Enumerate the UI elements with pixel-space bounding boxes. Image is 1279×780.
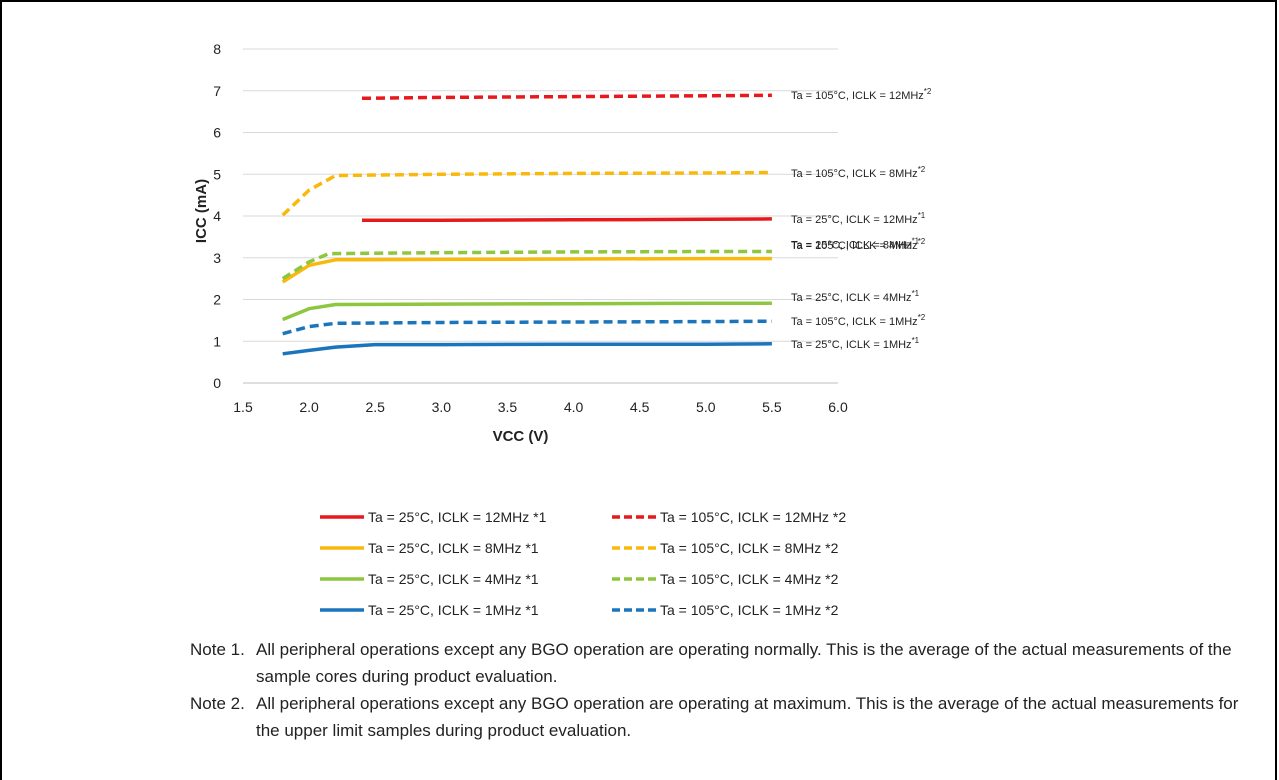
legend-row: Ta = 25°C, ICLK = 1MHz *1 Ta = 105°C, IC… <box>318 594 938 625</box>
y-tick-label: 4 <box>213 208 221 224</box>
series-line <box>361 93 772 101</box>
legend-label: Ta = 105°C, ICLK = 8MHz *2 <box>660 539 839 556</box>
note-1: Note 1. All peripheral operations except… <box>190 636 1250 690</box>
legend-item-105c-4mhz: Ta = 105°C, ICLK = 4MHz *2 <box>610 571 930 587</box>
legend-swatch-solid-yellow <box>320 545 364 550</box>
series-end-label: Ta = 25°C, ICLK = 12MHz*1 <box>791 211 926 226</box>
note-text: All peripheral operations except any BGO… <box>256 640 1232 686</box>
y-tick-label: 8 <box>213 41 221 57</box>
x-axis-label: VCC (V) <box>493 428 549 445</box>
legend-label: Ta = 105°C, ICLK = 4MHz *2 <box>660 570 839 587</box>
legend-item-25c-8mhz: Ta = 25°C, ICLK = 8MHz *1 <box>318 540 610 556</box>
legend-row: Ta = 25°C, ICLK = 12MHz *1 Ta = 105°C, I… <box>318 501 938 532</box>
note-2: Note 2. All peripheral operations except… <box>190 690 1250 744</box>
series-line <box>281 256 772 284</box>
series-line <box>362 217 772 222</box>
x-tick-label: 1.5 <box>233 399 253 415</box>
series-end-label: Ta = 25°C, ICLK = 8MHz*1 <box>791 236 920 251</box>
legend-swatch-solid-red <box>320 514 364 519</box>
series-end-label: Ta = 105°C, ICLK = 8MHz*2 <box>791 165 926 180</box>
legend-swatch-dashed-red <box>612 514 656 519</box>
legend-item-25c-4mhz: Ta = 25°C, ICLK = 4MHz *1 <box>318 571 610 587</box>
legend-swatch-dashed-blue <box>612 607 656 612</box>
legend-row: Ta = 25°C, ICLK = 4MHz *1 Ta = 105°C, IC… <box>318 563 938 594</box>
y-tick-label: 2 <box>213 292 221 308</box>
series-line <box>281 249 772 281</box>
x-tick-label: 4.5 <box>630 399 650 415</box>
series-line <box>282 319 772 336</box>
y-axis-label: ICC (mA) <box>193 179 210 243</box>
note-text: All peripheral operations except any BGO… <box>256 694 1239 740</box>
x-tick-label: 4.0 <box>564 399 584 415</box>
chart-legend: Ta = 25°C, ICLK = 12MHz *1 Ta = 105°C, I… <box>318 501 938 625</box>
legend-label: Ta = 25°C, ICLK = 4MHz *1 <box>368 570 539 587</box>
legend-row: Ta = 25°C, ICLK = 8MHz *1 Ta = 105°C, IC… <box>318 532 938 563</box>
x-tick-label: 2.5 <box>365 399 385 415</box>
series-end-label: Ta = 25°C, ICLK = 1MHz*1 <box>791 336 920 351</box>
legend-swatch-dashed-yellow <box>612 545 656 550</box>
series-line <box>281 170 772 217</box>
legend-label: Ta = 105°C, ICLK = 12MHz *2 <box>660 508 847 525</box>
series-line <box>282 301 772 322</box>
x-tick-label: 3.0 <box>432 399 452 415</box>
figure-notes: Note 1. All peripheral operations except… <box>190 636 1250 744</box>
x-tick-label: 5.0 <box>696 399 716 415</box>
series-end-label: Ta = 25°C, ICLK = 4MHz*1 <box>791 289 920 304</box>
y-tick-label: 0 <box>213 375 221 391</box>
icc-vcc-chart: 0 1 2 3 4 5 6 7 8 1.5 2.0 2.5 3.0 3.5 4.0 4.5 5.0 5.5 6.0 V… <box>193 41 932 445</box>
series-end-label: Ta = 105°C, ICLK = 1MHz*2 <box>791 313 926 328</box>
legend-label: Ta = 25°C, ICLK = 8MHz *1 <box>368 539 539 556</box>
note-label: Note 1. <box>190 640 245 659</box>
legend-item-105c-1mhz: Ta = 105°C, ICLK = 1MHz *2 <box>610 602 930 618</box>
series-end-label: Ta = 105°C, ICLK = 4MHz*2 <box>791 237 926 252</box>
legend-swatch-solid-green <box>320 576 364 581</box>
legend-label: Ta = 25°C, ICLK = 12MHz *1 <box>368 508 547 525</box>
legend-label: Ta = 105°C, ICLK = 1MHz *2 <box>660 601 839 618</box>
y-tick-label: 7 <box>213 83 221 99</box>
note-label: Note 2. <box>190 694 245 713</box>
y-tick-label: 5 <box>213 166 221 182</box>
series-end-label: Ta = 105°C, ICLK = 12MHz*2 <box>791 87 932 102</box>
y-tick-label: 1 <box>213 333 221 349</box>
x-tick-label: 6.0 <box>828 399 848 415</box>
series-line <box>282 342 772 356</box>
y-tick-label: 3 <box>213 250 221 266</box>
legend-item-105c-8mhz: Ta = 105°C, ICLK = 8MHz *2 <box>610 540 930 556</box>
legend-item-25c-1mhz: Ta = 25°C, ICLK = 1MHz *1 <box>318 602 610 618</box>
legend-swatch-dashed-green <box>612 576 656 581</box>
legend-swatch-solid-blue <box>320 607 364 612</box>
legend-item-25c-12mhz: Ta = 25°C, ICLK = 12MHz *1 <box>318 509 610 525</box>
legend-label: Ta = 25°C, ICLK = 1MHz *1 <box>368 601 539 618</box>
x-tick-label: 5.5 <box>762 399 782 415</box>
legend-item-105c-12mhz: Ta = 105°C, ICLK = 12MHz *2 <box>610 509 930 525</box>
x-tick-label: 2.0 <box>299 399 319 415</box>
x-tick-label: 3.5 <box>498 399 518 415</box>
y-tick-label: 6 <box>213 125 221 141</box>
